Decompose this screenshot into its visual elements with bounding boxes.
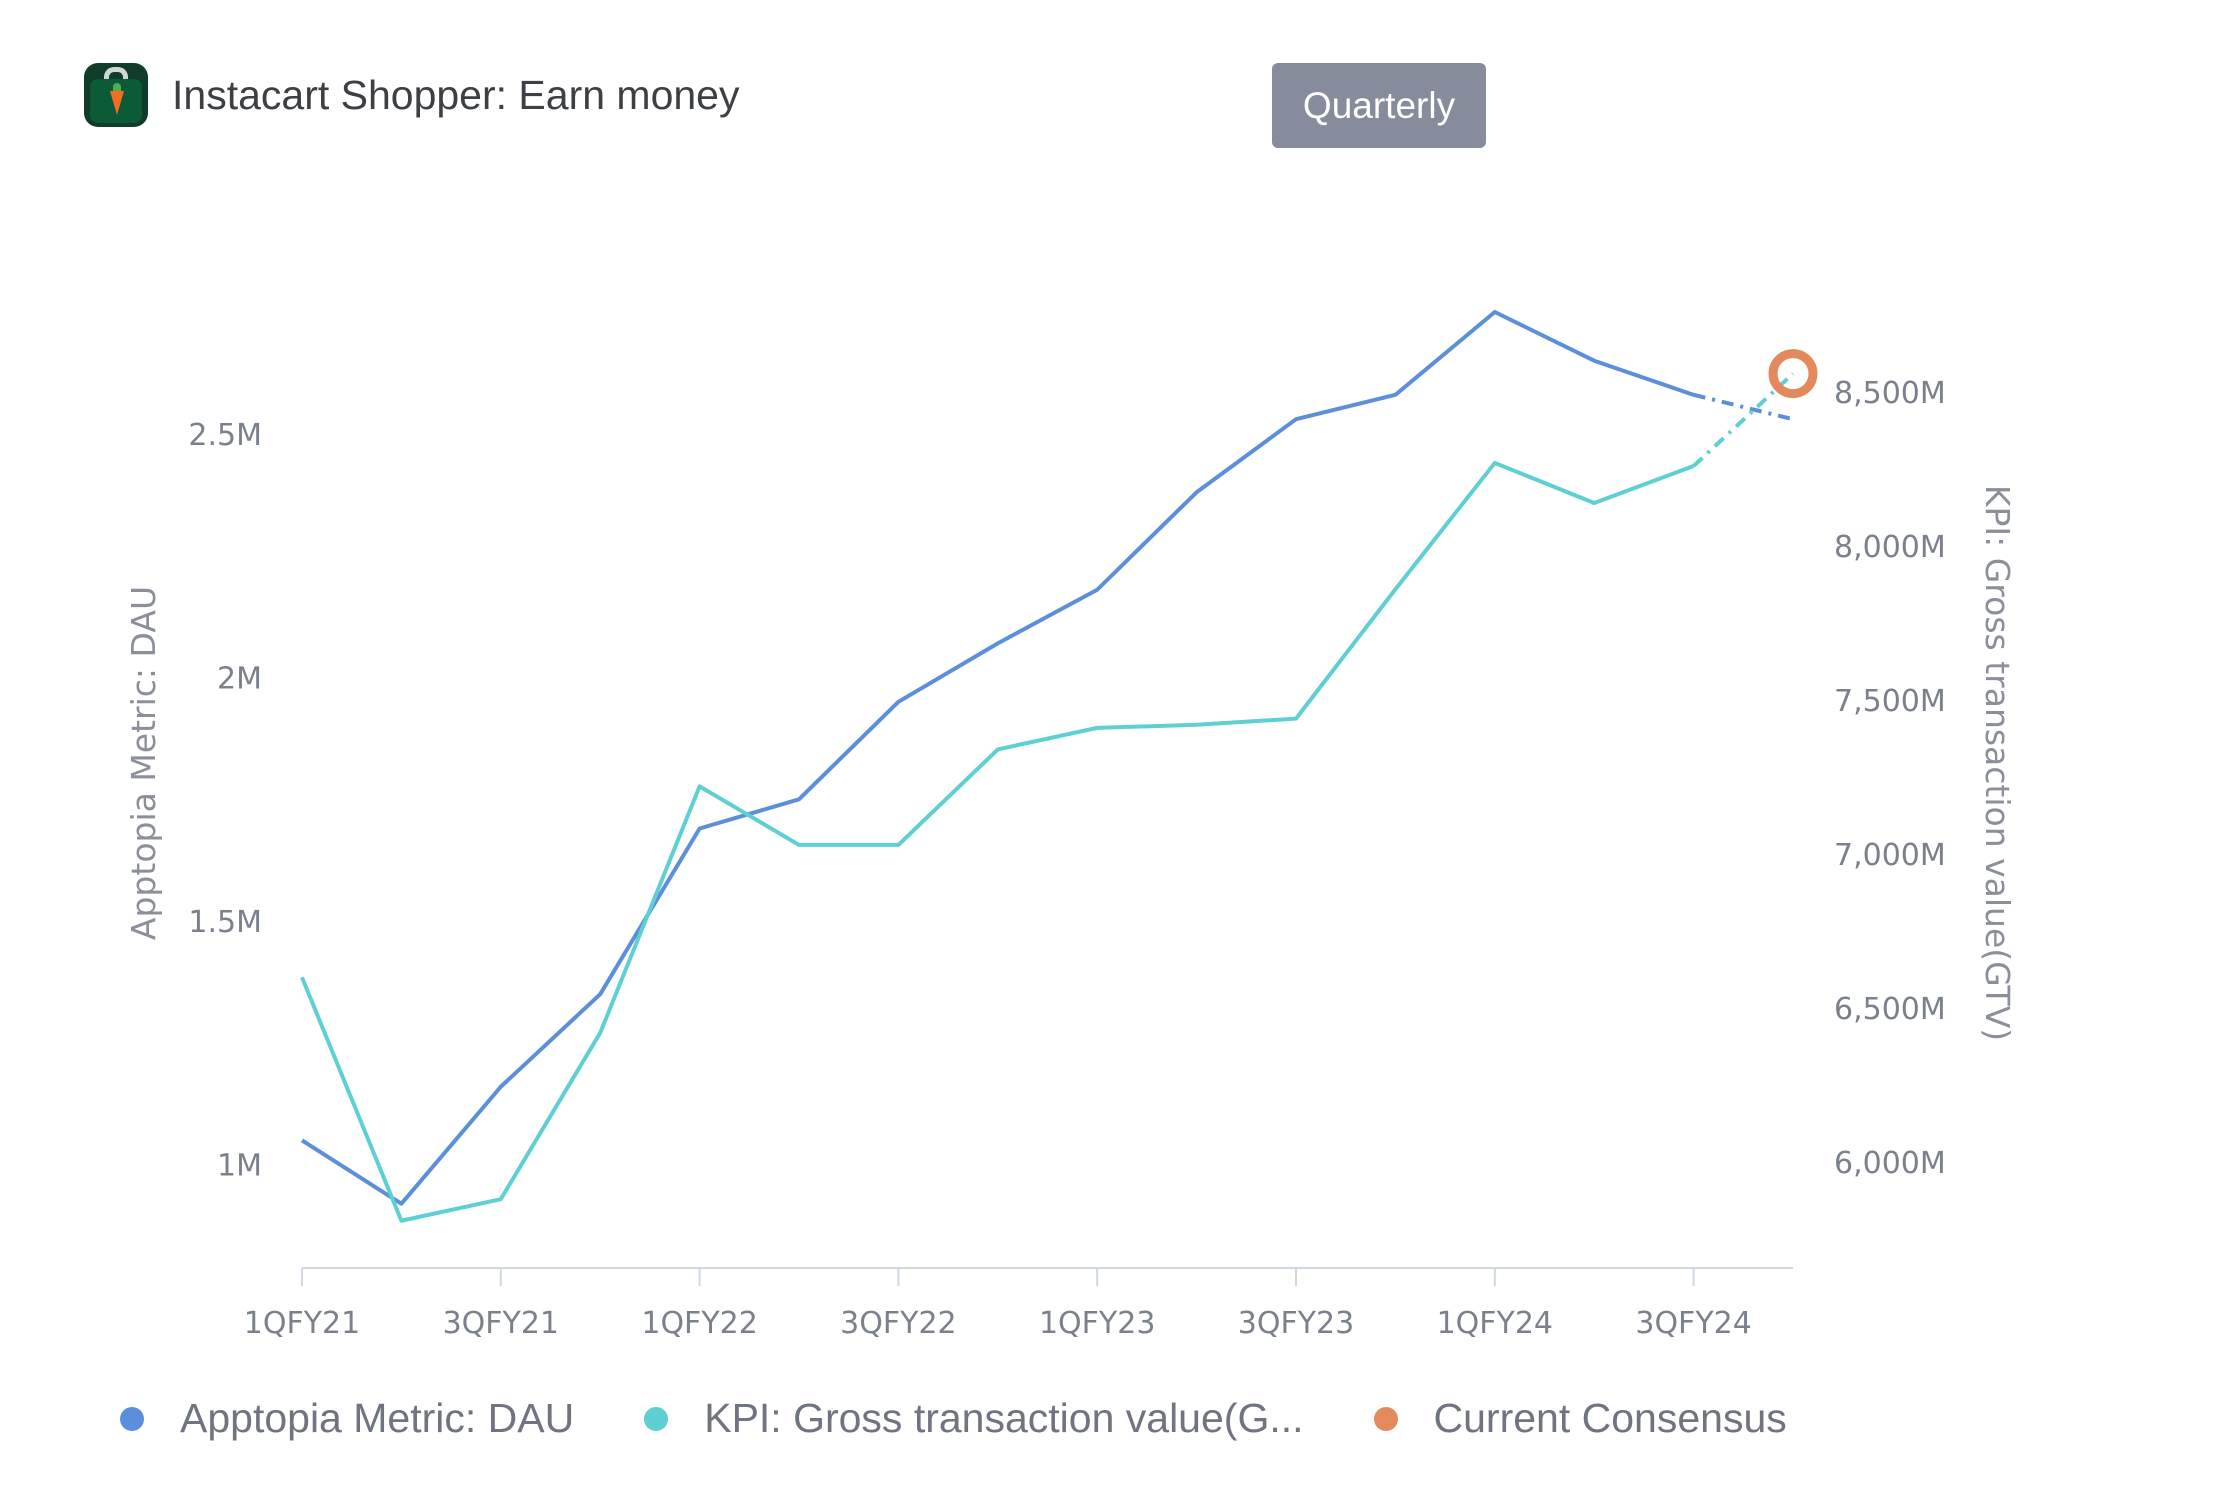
quarterly-button[interactable]: Quarterly	[1272, 63, 1486, 148]
left-tick-label: 2M	[217, 661, 262, 696]
app-title: Instacart Shopper: Earn money	[172, 71, 740, 118]
x-tick-label: 1QFY21	[244, 1306, 360, 1341]
x-tick-label: 3QFY21	[443, 1306, 559, 1341]
right-tick-label: 6,000M	[1834, 1146, 1946, 1181]
legend-item-gtv[interactable]: KPI: Gross transaction value(G...	[644, 1395, 1304, 1442]
series-dau-line	[300, 310, 1695, 1206]
legend-dot-dau	[120, 1406, 144, 1431]
right-tick-label: 8,500M	[1834, 376, 1946, 411]
x-tick-label: 1QFY22	[641, 1306, 757, 1341]
legend-item-consensus[interactable]: Current Consensus	[1373, 1395, 1787, 1442]
right-tick-label: 8,000M	[1834, 530, 1946, 565]
legend-item-dau[interactable]: Apptopia Metric: DAU	[120, 1395, 574, 1442]
legend-dot-consensus	[1373, 1406, 1398, 1431]
series-consensus-point	[1768, 349, 1818, 399]
legend: Apptopia Metric: DAU KPI: Gross transact…	[120, 1395, 1857, 1442]
x-tick-label: 1QFY23	[1039, 1306, 1155, 1341]
right-tick-label: 7,500M	[1834, 684, 1946, 719]
right-tick-label: 7,000M	[1834, 838, 1946, 873]
x-tick-label: 3QFY23	[1238, 1306, 1354, 1341]
app-header: Instacart Shopper: Earn money	[84, 62, 739, 128]
series-gtv-forecast-line	[1692, 372, 1795, 468]
x-tick-label: 3QFY22	[840, 1306, 956, 1341]
legend-label-gtv: KPI: Gross transaction value(G...	[704, 1395, 1304, 1441]
left-axis-label: Apptopia Metric: DAU	[124, 586, 163, 940]
left-tick-label: 1.5M	[188, 905, 262, 940]
instacart-shopper-bag-icon	[84, 63, 148, 127]
series-gtv-line	[300, 460, 1695, 1223]
legend-label-dau: Apptopia Metric: DAU	[180, 1395, 575, 1441]
left-tick-label: 2.5M	[188, 418, 262, 453]
legend-dot-gtv	[644, 1406, 669, 1431]
right-axis-label: KPI: Gross transaction value(GTV)	[1978, 485, 2017, 1041]
x-tick-label: 1QFY24	[1437, 1306, 1553, 1341]
left-tick-label: 1M	[217, 1149, 262, 1184]
right-tick-label: 6,500M	[1834, 992, 1946, 1027]
legend-label-consensus: Current Consensus	[1433, 1395, 1787, 1441]
series-dau-forecast-line	[1693, 392, 1794, 422]
x-tick-label: 3QFY24	[1635, 1306, 1751, 1341]
